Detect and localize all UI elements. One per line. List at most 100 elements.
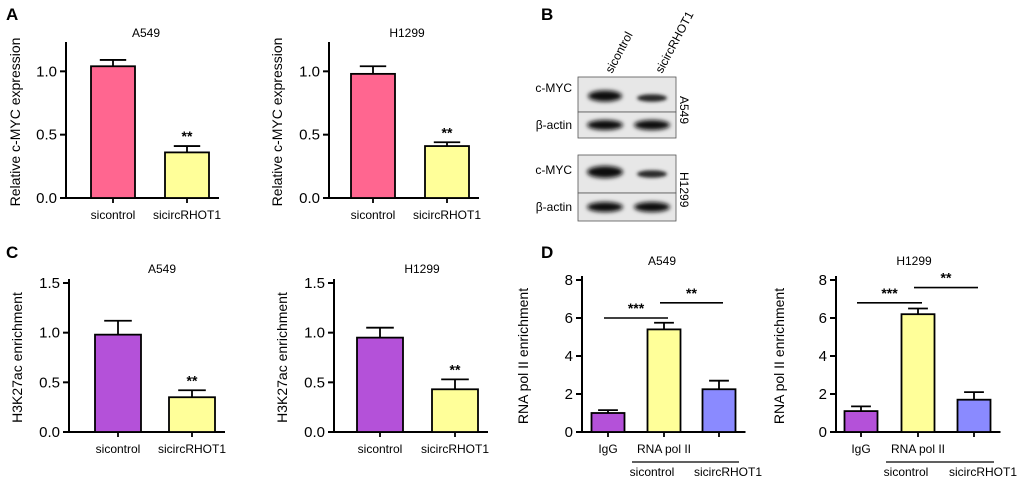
group-label-sicontrol: sicontrol xyxy=(630,465,675,479)
group-label-sicircrhot1: sicircRHOT1 xyxy=(694,465,762,479)
chart-title: A549 xyxy=(132,26,160,40)
y-tick-label: 2 xyxy=(565,386,573,403)
y-tick-label: 1.0 xyxy=(299,63,320,80)
y-tick-label: 0.5 xyxy=(39,374,60,391)
wb-cell-line-a549: A549 xyxy=(677,96,691,124)
y-axis-label: Relative c-MYC expression xyxy=(269,38,285,207)
chart-h1299-c-myc-expression: H1299 Relative c-MYC expression 0.0 0.5 1.0 s… xyxy=(269,26,481,222)
significance-stars: ** xyxy=(187,372,198,388)
wb-band xyxy=(634,120,670,130)
western-blot: sicontrol sicircRHOT1 c-MYC β-actin A549… xyxy=(535,9,697,222)
x-category-label: sicontrol xyxy=(91,208,136,222)
wb-block-a549: c-MYC β-actin A549 xyxy=(535,76,691,139)
x-category-label: sicircRHOT1 xyxy=(158,442,226,456)
significance-stars: *** xyxy=(628,300,645,316)
y-tick-label: 4 xyxy=(819,348,827,365)
wb-band xyxy=(588,90,622,102)
y-tick-label: 1.5 xyxy=(304,275,325,292)
chart-title: H1299 xyxy=(389,26,425,40)
y-axis-label: Relative c-MYC expression xyxy=(7,38,23,207)
bar xyxy=(843,410,879,433)
chart-title: H1299 xyxy=(896,254,932,268)
wb-band xyxy=(587,202,623,212)
chart-h1299-h3k27ac-enrichment: H1299 H3K27ac enrichment 0.0 0.5 1.0 1.5 sicon… xyxy=(274,262,489,456)
bar xyxy=(94,333,142,433)
y-tick-label: 0.0 xyxy=(39,424,60,441)
chart-title: A549 xyxy=(148,262,176,276)
y-tick-label: 6 xyxy=(819,310,827,327)
bar xyxy=(590,412,626,433)
wb-row-label-c-myc: c-MYC xyxy=(535,81,572,95)
bar xyxy=(646,328,682,433)
wb-band xyxy=(637,94,667,102)
panel-letter-a: A xyxy=(6,5,18,24)
significance-stars: ** xyxy=(941,270,952,286)
y-tick-label: 0 xyxy=(565,424,573,441)
y-axis-label: H3K27ac enrichment xyxy=(9,292,25,423)
chart-title: A549 xyxy=(648,254,676,268)
x-category-label: sicircRHOT1 xyxy=(153,208,221,222)
x-category-label: sicircRHOT1 xyxy=(413,208,481,222)
y-axis-label: H3K27ac enrichment xyxy=(274,292,290,423)
y-tick-label: 0.5 xyxy=(299,127,320,144)
y-tick-label: 1.0 xyxy=(304,325,325,342)
y-tick-label: 0.5 xyxy=(304,374,325,391)
bar xyxy=(90,65,136,199)
wb-cell-line-h1299: H1299 xyxy=(677,172,691,208)
wb-column-label-sicircrhot1: sicircRHOT1 xyxy=(652,9,696,76)
wb-band xyxy=(587,166,623,178)
bar xyxy=(350,72,396,199)
bar xyxy=(701,388,737,433)
wb-band xyxy=(634,202,670,212)
wb-row-label-c-myc: c-MYC xyxy=(535,163,572,177)
y-tick-label: 0 xyxy=(819,424,827,441)
significance-stars: *** xyxy=(881,285,898,301)
y-tick-label: 1.5 xyxy=(39,275,60,292)
bar xyxy=(168,396,216,433)
bar xyxy=(424,145,470,199)
x-category-label: sicircRHOT1 xyxy=(421,442,489,456)
panel-letter-d: D xyxy=(541,243,553,262)
wb-block-h1299: c-MYC β-actin H1299 xyxy=(535,154,691,222)
x-category-label: IgG xyxy=(598,442,617,456)
chart-a549-rna-pol-ii-enrichment: A549 RNA pol II enrichment 0 2 4 6 8 IgG RNA pol… xyxy=(515,254,762,479)
bar xyxy=(356,336,404,433)
y-axis-label: RNA pol II enrichment xyxy=(515,288,531,424)
wb-band xyxy=(587,120,623,130)
wb-row-label-beta-actin: β-actin xyxy=(536,200,572,214)
y-axis-label: RNA pol II enrichment xyxy=(771,288,787,424)
y-tick-label: 0.0 xyxy=(304,424,325,441)
y-tick-label: 6 xyxy=(565,310,573,327)
y-tick-label: 4 xyxy=(565,348,573,365)
wb-band xyxy=(637,170,667,178)
significance-stars: ** xyxy=(450,361,461,377)
y-tick-label: 1.0 xyxy=(36,63,57,80)
x-category-label: IgG xyxy=(851,442,870,456)
chart-a549-c-myc-expression: A549 Relative c-MYC expression 0.0 0.5 1.0 si… xyxy=(7,26,221,222)
x-category-label: sicontrol xyxy=(351,208,396,222)
chart-a549-h3k27ac-enrichment: A549 H3K27ac enrichment 0.0 0.5 1.0 1.5 sicont… xyxy=(9,262,226,456)
chart-title: H1299 xyxy=(404,262,440,276)
bar xyxy=(900,313,936,433)
y-tick-label: 1.0 xyxy=(39,325,60,342)
y-tick-label: 0.0 xyxy=(36,190,57,207)
x-category-label: RNA pol II xyxy=(891,442,945,456)
y-tick-label: 2 xyxy=(819,386,827,403)
y-tick-label: 8 xyxy=(819,272,827,289)
significance-stars: ** xyxy=(686,285,697,301)
wb-row-label-beta-actin: β-actin xyxy=(536,118,572,132)
significance-stars: ** xyxy=(182,128,193,144)
x-category-label: sicontrol xyxy=(96,442,141,456)
wb-column-label-sicontrol: sicontrol xyxy=(602,29,635,75)
group-label-sicontrol: sicontrol xyxy=(884,465,929,479)
bar xyxy=(431,388,479,433)
significance-stars: ** xyxy=(442,124,453,140)
y-tick-label: 8 xyxy=(565,272,573,289)
x-category-label: RNA pol II xyxy=(637,442,691,456)
chart-h1299-rna-pol-ii-enrichment: H1299 RNA pol II enrichment 0 2 4 6 8 IgG RNA po… xyxy=(771,254,1017,479)
bar xyxy=(956,398,992,433)
y-tick-label: 0.5 xyxy=(36,127,57,144)
y-tick-label: 0.0 xyxy=(299,190,320,207)
panel-letter-c: C xyxy=(6,243,18,262)
